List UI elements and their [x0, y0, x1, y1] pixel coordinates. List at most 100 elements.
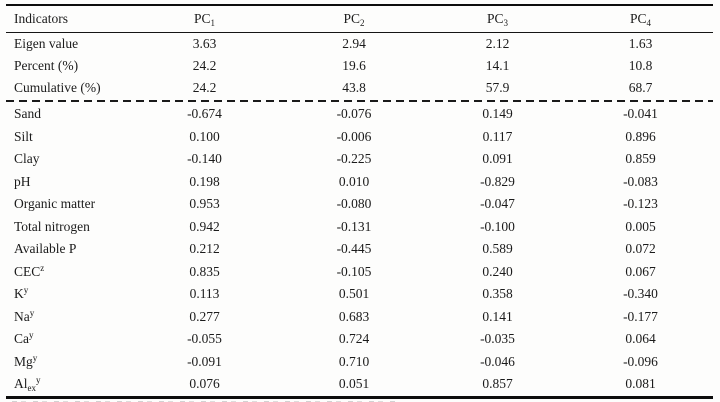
table-row: Nay 0.277 0.683 0.141 -0.177	[6, 306, 713, 329]
table-row: Ky 0.113 0.501 0.358 -0.340	[6, 283, 713, 306]
table-row: Cumulative (%) 24.2 43.8 57.9 68.7	[6, 77, 713, 99]
row-label: Organic matter	[14, 196, 96, 212]
value-cell: 0.141	[482, 308, 513, 324]
value-cell: 43.8	[342, 80, 366, 95]
table-row: Organic matter 0.953 -0.080 -0.047 -0.123	[6, 193, 713, 216]
table-row: Available P 0.212 -0.445 0.589 0.072	[6, 238, 713, 261]
value-cell: 0.358	[482, 286, 513, 302]
value-cell: 0.212	[189, 241, 220, 257]
value-cell: 0.198	[189, 173, 220, 189]
value-cell: 0.072	[625, 241, 656, 257]
row-label: CECz	[14, 262, 45, 279]
value-cell: 3.63	[192, 36, 217, 51]
value-cell: -0.046	[480, 353, 515, 369]
value-cell: 0.953	[189, 196, 220, 212]
label-subscript: 3	[503, 18, 509, 28]
row-label: Percent (%)	[14, 58, 79, 73]
divider-section	[6, 99, 713, 103]
table-row: CECz 0.835 -0.105 0.240 0.067	[6, 261, 713, 284]
value-cell: -0.225	[336, 151, 372, 167]
value-cell: 0.149	[482, 106, 513, 122]
column-header-indicators: Indicators	[14, 11, 68, 26]
value-cell: 0.076	[189, 376, 220, 392]
value-cell: -0.100	[480, 218, 515, 234]
row-label: Available P	[14, 241, 77, 257]
row-label: Eigen value	[14, 36, 79, 51]
value-cell: -0.076	[336, 106, 372, 122]
value-cell: 24.2	[192, 80, 217, 95]
value-cell: 0.051	[338, 376, 370, 392]
column-header-pc3: PC3	[486, 11, 509, 28]
value-cell: 0.589	[482, 241, 513, 257]
value-cell: 0.067	[625, 263, 656, 279]
label-subscript: 1	[210, 18, 216, 28]
value-cell: 0.683	[338, 308, 370, 324]
row-label: Mgy	[14, 352, 38, 369]
table-row: Eigen value 3.63 2.94 2.12 1.63	[6, 33, 713, 56]
value-cell: 0.010	[338, 173, 370, 189]
value-cell: 2.12	[485, 36, 510, 51]
value-cell: -0.340	[623, 286, 658, 302]
table-row: Cay -0.055 0.724 -0.035 0.064	[6, 328, 713, 351]
value-cell: -0.041	[623, 106, 658, 122]
value-cell: -0.123	[623, 196, 658, 212]
value-cell: -0.131	[336, 218, 372, 234]
value-cell: 0.724	[338, 331, 370, 347]
value-cell: -0.177	[623, 308, 658, 324]
value-cell: -0.055	[187, 331, 222, 347]
value-cell: 0.081	[625, 376, 656, 392]
value-cell: 24.2	[192, 58, 217, 73]
value-cell: -0.096	[623, 353, 658, 369]
value-cell: 0.100	[189, 128, 220, 144]
value-cell: 0.240	[482, 263, 513, 279]
row-label: pH	[14, 173, 31, 189]
value-cell: -0.140	[187, 151, 222, 167]
value-cell: 68.7	[628, 80, 653, 95]
value-cell: -0.083	[623, 173, 658, 189]
footnote-marker: y	[29, 330, 34, 341]
footnote-marker: y	[36, 375, 41, 386]
footnote-marker: y	[23, 285, 29, 296]
value-cell: 0.896	[625, 128, 656, 144]
table-row: Sand -0.674 -0.076 0.149 -0.041	[6, 103, 713, 126]
value-cell: -0.674	[187, 106, 222, 122]
value-cell: 0.064	[625, 331, 656, 347]
value-cell: 0.835	[189, 263, 220, 279]
value-cell: 0.277	[189, 308, 220, 324]
value-cell: 0.005	[625, 218, 656, 234]
value-cell: 0.113	[189, 286, 220, 302]
pca-loadings-table: Indicators PC1 PC2 PC3 PC4 Eigen value 3.63 2…	[6, 4, 713, 399]
value-cell: -0.080	[336, 196, 372, 212]
value-cell: -0.105	[336, 263, 372, 279]
column-header-pc4: PC4	[629, 11, 652, 28]
value-cell: -0.006	[336, 128, 372, 144]
value-cell: -0.445	[336, 241, 372, 257]
label-subscript: 2	[360, 18, 365, 28]
value-cell: 0.091	[482, 151, 513, 167]
value-cell: 2.94	[342, 36, 366, 51]
table-row: Mgy -0.091 0.710 -0.046 -0.096	[6, 351, 713, 374]
row-label: Nay	[14, 307, 35, 324]
label-subscript: 4	[646, 18, 652, 28]
row-label: Ky	[14, 285, 29, 302]
row-label: Cay	[14, 330, 34, 347]
value-cell: -0.091	[187, 353, 222, 369]
value-cell: 57.9	[485, 80, 510, 95]
value-cell: 14.1	[485, 58, 510, 73]
value-cell: 0.117	[482, 128, 513, 144]
row-label: Total nitrogen	[14, 218, 90, 234]
value-cell: 19.6	[342, 58, 366, 73]
value-cell: -0.035	[480, 331, 515, 347]
value-cell: 0.501	[338, 286, 370, 302]
table-row: Alexy 0.076 0.051 0.857 0.081	[6, 373, 713, 397]
row-label: Clay	[14, 151, 40, 167]
table-row: Percent (%) 24.2 19.6 14.1 10.8	[6, 55, 713, 77]
dashed-divider-row	[6, 99, 713, 103]
row-label: Cumulative (%)	[14, 80, 101, 95]
value-cell: 0.857	[482, 376, 513, 392]
row-label: Alexy	[14, 375, 41, 394]
value-cell: -0.829	[480, 173, 515, 189]
table-row: pH 0.198 0.010 -0.829 -0.083	[6, 171, 713, 194]
dashed-divider-cell	[6, 99, 713, 103]
